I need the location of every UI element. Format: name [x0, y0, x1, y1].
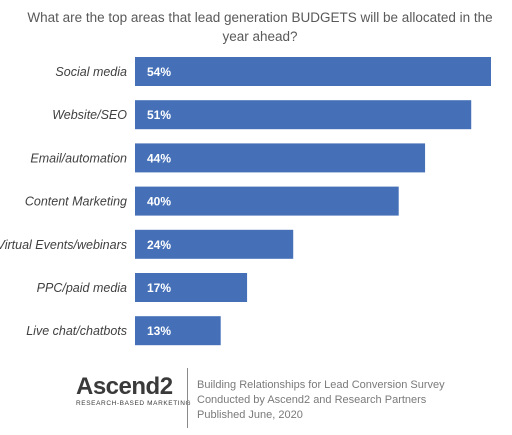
value-label-website-seo: 51%	[147, 108, 171, 122]
credit-line-conducted: Conducted by Ascend2 and Research Partne…	[197, 394, 427, 406]
category-label-social-media: Social media	[55, 65, 127, 79]
category-label-website-seo: Website/SEO	[52, 108, 127, 122]
logo-wordmark: Ascend2	[76, 373, 173, 400]
category-label-content-marketing: Content Marketing	[25, 195, 127, 209]
bar-content-marketing	[135, 186, 399, 216]
credits: Building Relationships for Lead Conversi…	[197, 378, 445, 423]
value-label-ppc-paid-media: 17%	[147, 281, 171, 295]
bar-live-chat-chatbots	[135, 316, 221, 346]
category-label-ppc-paid-media: PPC/paid media	[37, 281, 127, 295]
bar-social-media	[135, 57, 491, 86]
bar-ppc-paid-media	[135, 273, 248, 302]
category-label-live-chat-chatbots: Live chat/chatbots	[26, 324, 127, 338]
category-label-email-automation: Email/automation	[30, 151, 127, 165]
bar-virtual-events-webinars	[135, 229, 294, 259]
bar-chart: Social media 54% Website/SEO 51% Email/autom…	[0, 57, 491, 346]
footer: Ascend2 RESEARCH-BASED MARKETING Buildin…	[0, 368, 512, 435]
category-label-virtual-events-webinars: Virtual Events/webinars	[0, 238, 127, 252]
logo-tagline: RESEARCH-BASED MARKETING	[76, 400, 192, 407]
footer-divider	[187, 368, 188, 428]
bar-website-seo	[135, 100, 472, 130]
credit-line-published: Published June, 2020	[197, 409, 303, 421]
value-label-social-media: 54%	[147, 65, 171, 79]
value-label-virtual-events-webinars: 24%	[147, 238, 171, 252]
value-label-live-chat-chatbots: 13%	[147, 324, 171, 338]
value-label-content-marketing: 40%	[147, 195, 171, 209]
ascend2-logo: Ascend2 RESEARCH-BASED MARKETING	[76, 374, 191, 408]
chart-title: What are the top areas that lead generat…	[27, 10, 493, 44]
value-label-email-automation: 44%	[147, 151, 171, 165]
credit-line-survey: Building Relationships for Lead Conversi…	[197, 379, 445, 391]
bar-email-automation	[135, 143, 426, 173]
